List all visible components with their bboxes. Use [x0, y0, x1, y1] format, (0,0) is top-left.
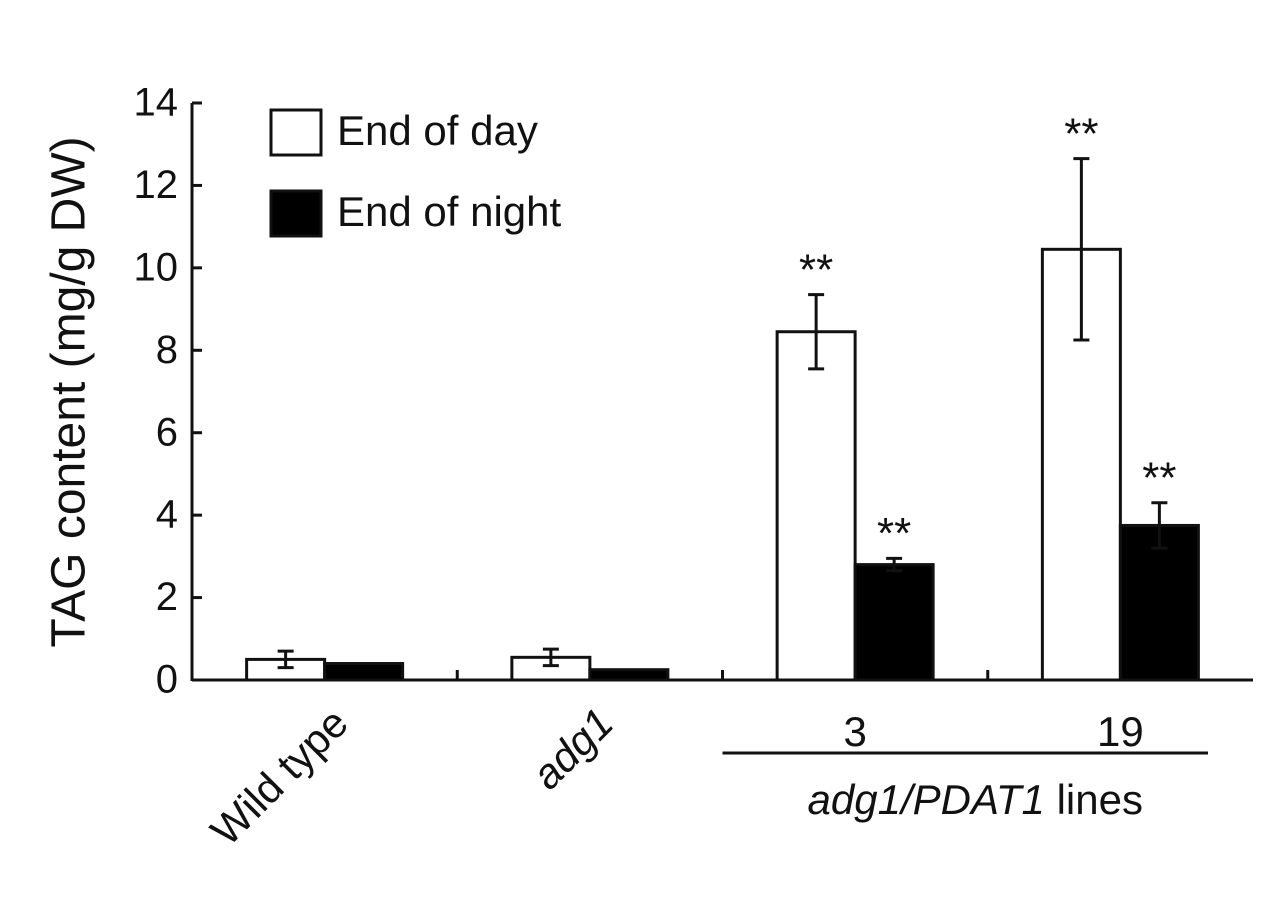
annotation: ** — [877, 509, 911, 558]
x-tick-label: adg1 — [523, 699, 622, 798]
y-tick-label: 10 — [134, 245, 179, 289]
y-tick-label: 12 — [134, 163, 179, 207]
y-tick-label: 4 — [156, 493, 178, 537]
legend-label: End of night — [337, 188, 562, 235]
y-tick-label: 0 — [156, 658, 178, 702]
bar — [1118, 523, 1200, 682]
legend-swatch — [269, 108, 323, 157]
x-tick-label: Wild type — [201, 699, 356, 854]
bar — [323, 662, 405, 682]
annotation: ** — [799, 245, 833, 294]
annotation: ** — [1064, 109, 1098, 158]
bar — [775, 330, 857, 682]
y-axis-title: TAG content (mg/g DW) — [43, 136, 96, 647]
x-tick-label: 19 — [1097, 708, 1144, 755]
bar — [588, 668, 670, 682]
group-label-text: lines — [1057, 776, 1143, 823]
group-label: adg1/PDAT1 lines — [808, 776, 1143, 823]
annotation: ** — [1142, 453, 1176, 502]
y-tick-label: 6 — [156, 410, 178, 454]
legend-swatch — [269, 189, 323, 238]
group-label-italic: adg1/PDAT1 — [808, 776, 1045, 823]
legend-label: End of day — [337, 107, 538, 154]
x-tick-label: 3 — [843, 708, 866, 755]
y-tick-label: 14 — [134, 81, 179, 125]
y-tick-label: 2 — [156, 575, 178, 619]
bar — [853, 563, 935, 682]
y-tick-label: 8 — [156, 328, 178, 372]
